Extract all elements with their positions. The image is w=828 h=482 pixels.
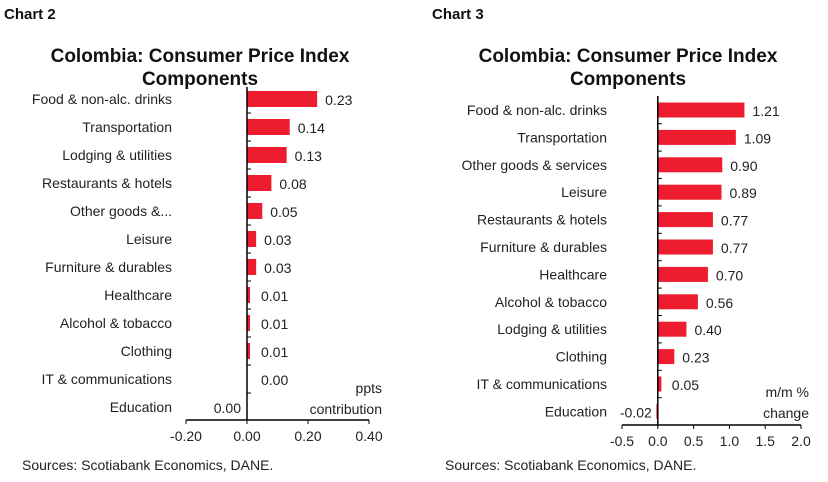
bar	[657, 376, 662, 392]
bar	[657, 321, 687, 337]
bar	[247, 147, 287, 163]
data-label: 0.70	[716, 267, 743, 283]
data-label: 0.13	[295, 148, 322, 164]
chart-title: Colombia: Consumer Price Index	[51, 46, 350, 67]
chart-2-label: Chart 2	[4, 6, 56, 23]
category-label: Furniture & durables	[45, 259, 172, 275]
chart-title: Colombia: Consumer Price Index	[479, 46, 778, 67]
x-tick-label: 0.40	[355, 428, 382, 444]
data-label: 0.01	[261, 288, 288, 304]
unit-label: ppts	[356, 380, 382, 396]
chart-title: Components	[142, 69, 258, 90]
x-tick-label: -0.20	[170, 428, 202, 444]
x-tick-label: 2.0	[791, 433, 811, 449]
bar	[657, 102, 745, 118]
unit-label: change	[763, 405, 809, 421]
category-label: Transportation	[82, 119, 172, 135]
source-note: Sources: Scotiabank Economics, DANE.	[445, 457, 696, 473]
data-label: 0.00	[261, 372, 288, 388]
bar	[657, 349, 675, 365]
category-label: Healthcare	[104, 287, 172, 303]
category-label: Other goods & services	[461, 157, 607, 173]
category-label: Transportation	[517, 129, 607, 145]
data-label: 0.23	[682, 350, 709, 366]
data-label: 0.05	[270, 204, 297, 220]
category-label: Alcohol & tobacco	[495, 294, 607, 310]
data-label: 0.56	[706, 295, 733, 311]
bar	[657, 184, 722, 200]
data-label: 0.77	[721, 213, 748, 229]
x-tick-label: 0.5	[684, 433, 704, 449]
bar	[657, 266, 708, 282]
x-tick-label: 0.00	[233, 428, 260, 444]
bar	[657, 129, 736, 145]
x-tick-label: 0.0	[648, 433, 668, 449]
category-label: Food & non-alc. drinks	[467, 102, 607, 118]
chart-2: Colombia: Consumer Price IndexComponents…	[22, 46, 383, 473]
bar	[657, 294, 698, 310]
unit-label: m/m %	[765, 384, 809, 400]
data-label: 0.03	[264, 260, 291, 276]
category-label: Restaurants & hotels	[42, 175, 172, 191]
category-label: Alcohol & tobacco	[60, 315, 172, 331]
category-label: Furniture & durables	[480, 239, 607, 255]
source-note: Sources: Scotiabank Economics, DANE.	[22, 457, 273, 473]
data-label: 0.90	[730, 158, 757, 174]
chart-3-label: Chart 3	[432, 6, 484, 23]
category-label: Healthcare	[539, 266, 607, 282]
data-label: 0.05	[672, 377, 699, 393]
x-tick-label: -0.5	[610, 433, 634, 449]
bar	[247, 287, 251, 303]
x-tick-label: 0.20	[294, 428, 321, 444]
category-label: IT & communications	[42, 371, 172, 387]
category-label: Education	[545, 403, 607, 419]
data-label: 0.08	[279, 176, 306, 192]
data-label: 0.03	[264, 232, 291, 248]
bar	[247, 315, 251, 331]
bar	[247, 259, 257, 275]
x-tick-label: 1.0	[720, 433, 740, 449]
unit-label: contribution	[310, 401, 382, 417]
bar	[247, 203, 263, 219]
bar	[657, 239, 713, 255]
data-label: 1.21	[752, 103, 779, 119]
chart-3: Colombia: Consumer Price IndexComponents…	[445, 46, 811, 473]
bar	[247, 343, 251, 359]
bar	[247, 231, 257, 247]
category-label: Other goods &...	[70, 203, 172, 219]
data-label: 0.40	[694, 322, 721, 338]
data-label: 0.23	[325, 92, 352, 108]
bar	[247, 91, 318, 107]
data-label: 0.14	[298, 120, 325, 136]
category-label: Leisure	[126, 231, 172, 247]
bar	[657, 157, 723, 173]
category-label: Leisure	[561, 184, 607, 200]
data-label: 0.89	[730, 185, 757, 201]
data-label: -0.02	[620, 404, 652, 420]
category-label: Food & non-alc. drinks	[32, 91, 172, 107]
chart-title: Components	[570, 69, 686, 90]
x-tick-label: 1.5	[755, 433, 775, 449]
category-label: Lodging & utilities	[62, 147, 172, 163]
data-label: 0.00	[214, 400, 241, 416]
bar	[247, 119, 290, 135]
category-label: Clothing	[556, 349, 607, 365]
bar	[247, 175, 272, 191]
category-label: Restaurants & hotels	[477, 212, 607, 228]
data-label: 0.01	[261, 316, 288, 332]
data-label: 0.01	[261, 344, 288, 360]
category-label: Lodging & utilities	[497, 321, 607, 337]
data-label: 0.77	[721, 240, 748, 256]
category-label: Education	[110, 399, 172, 415]
bar	[657, 212, 713, 228]
category-label: IT & communications	[477, 376, 607, 392]
category-label: Clothing	[121, 343, 172, 359]
data-label: 1.09	[744, 130, 771, 146]
